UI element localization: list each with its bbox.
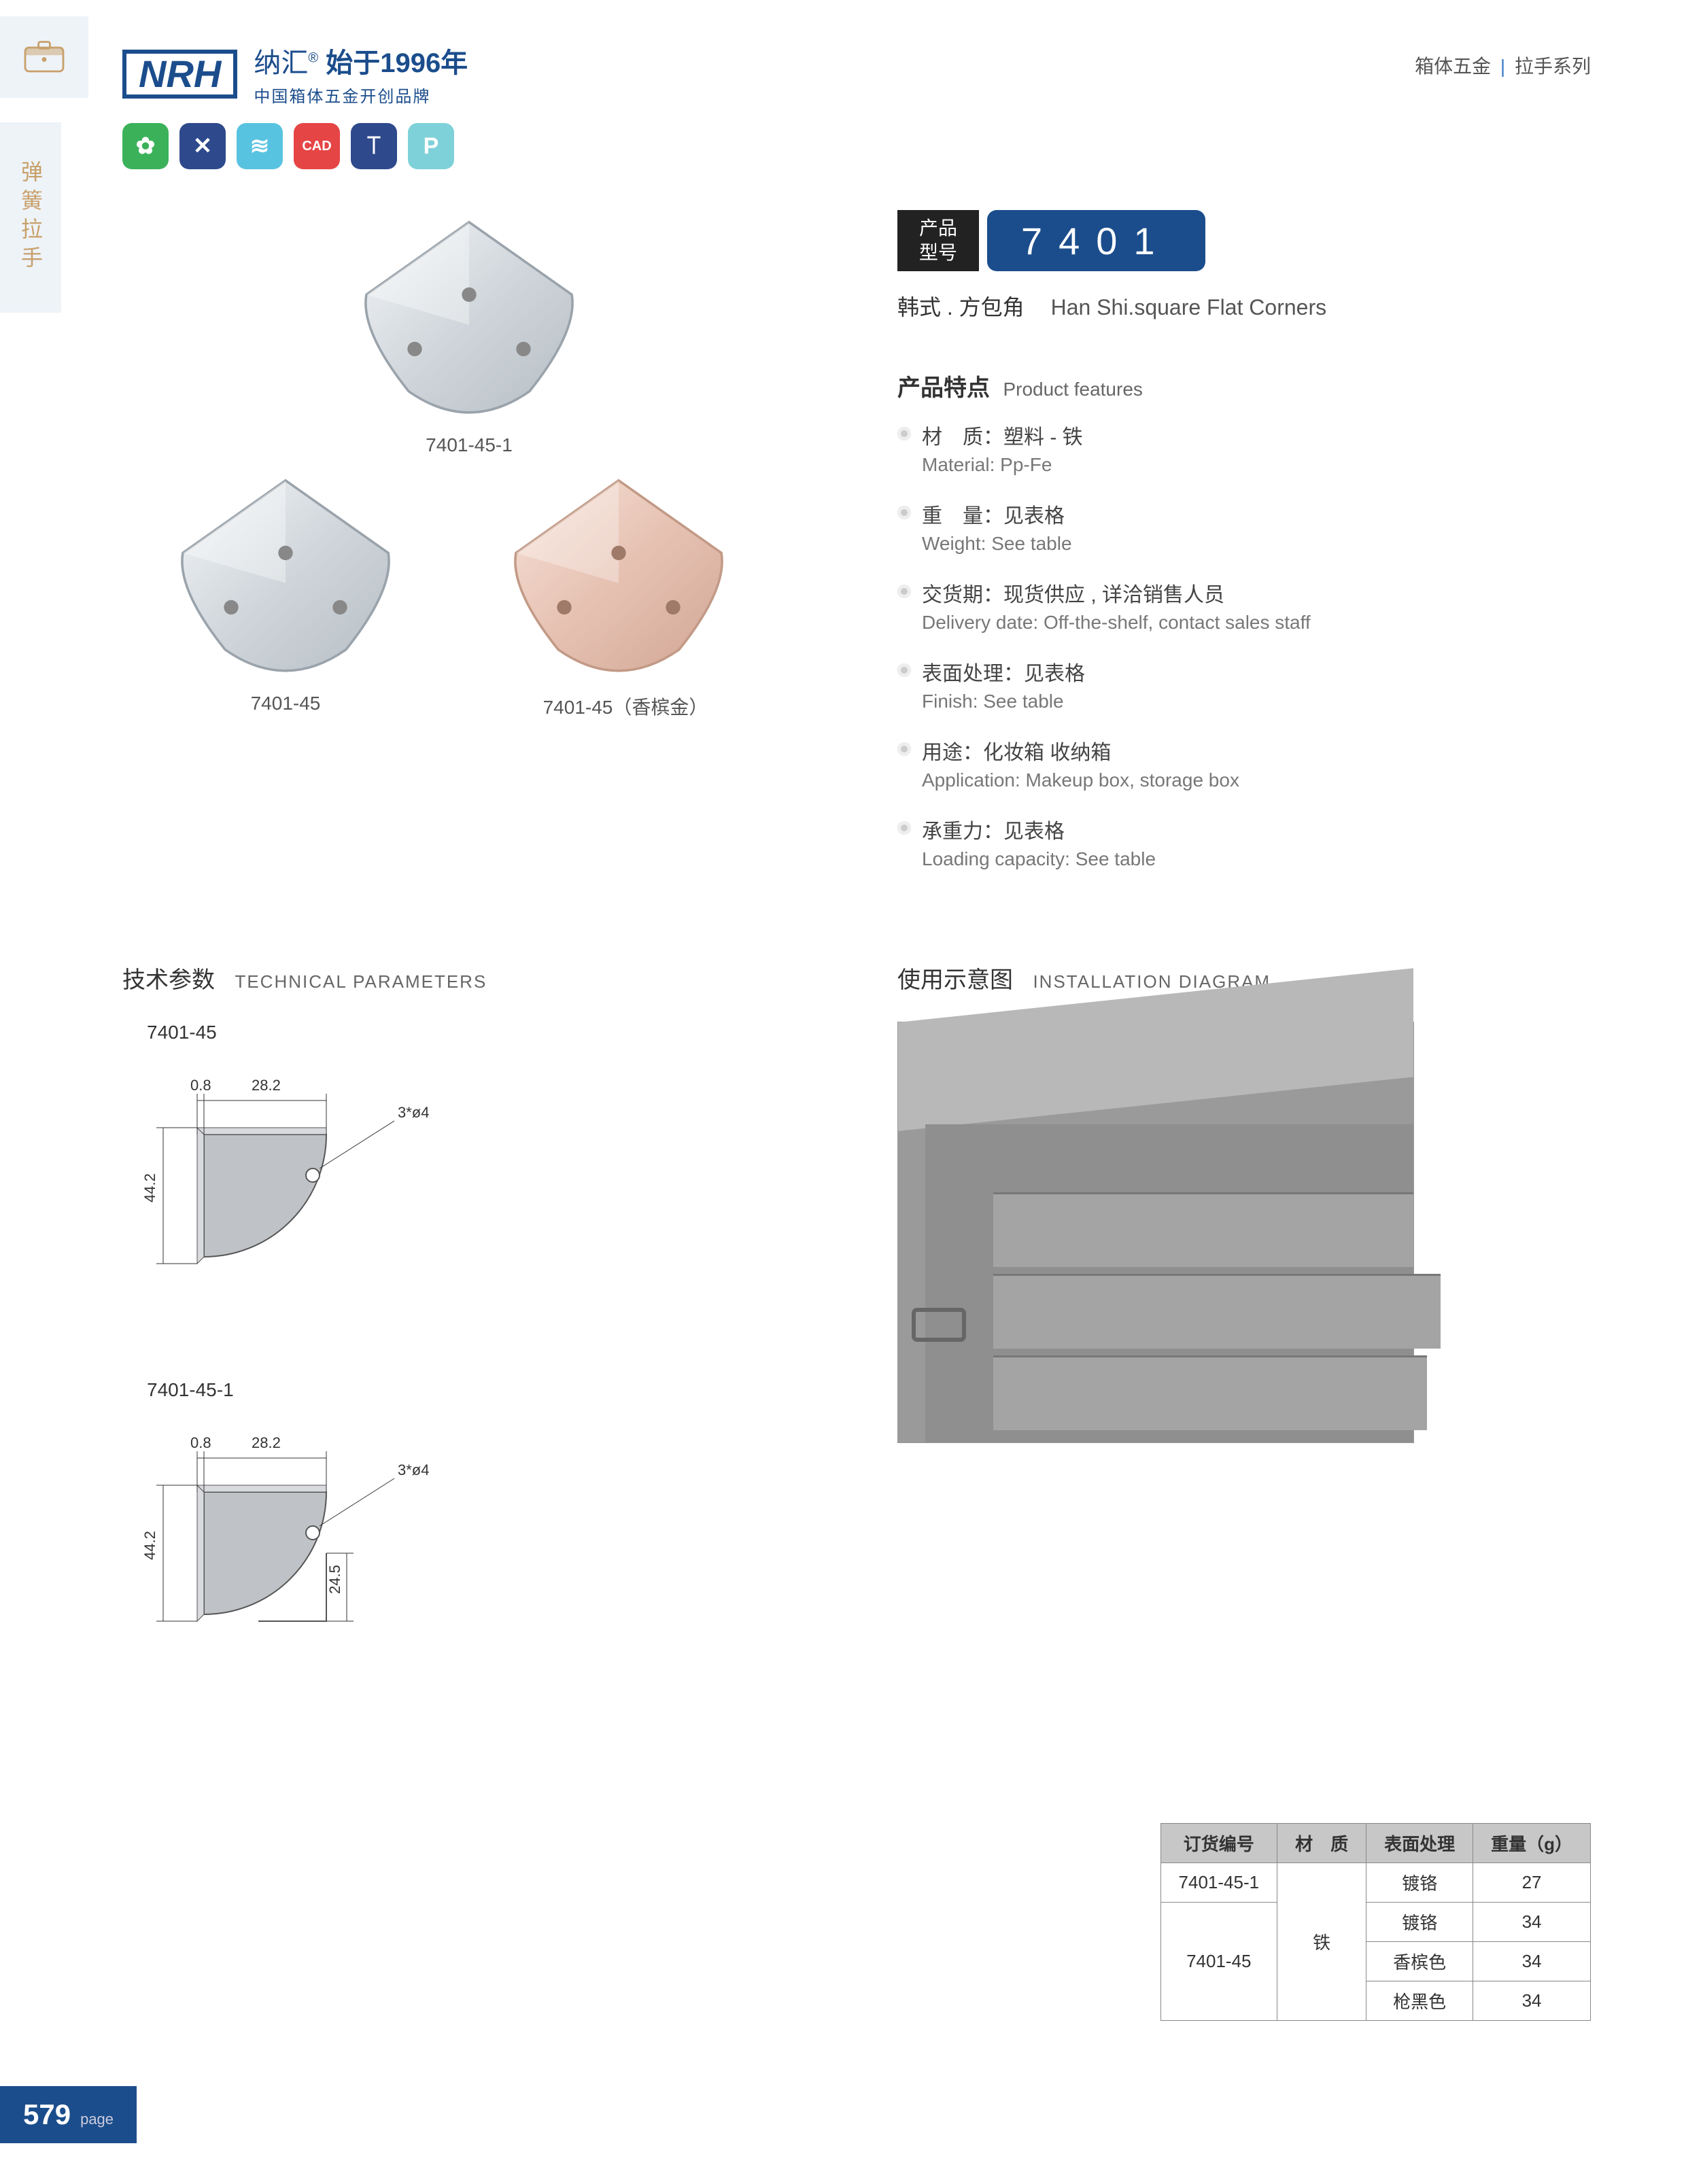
spec-header-cell: 订货编号 [1160,1824,1277,1863]
feature-cn: 交货期：现货供应 , 详洽销售人员 [922,578,1311,608]
model-subtitle: 韩式 . 方包角 Han Shi.square Flat Corners [897,290,1591,322]
svg-text:3*ø4: 3*ø4 [398,1104,429,1121]
feature-item: 表面处理：见表格 Finish: See table [897,657,1591,712]
page-number: 579page [0,2086,137,2143]
bullet-icon [897,585,911,598]
product-label-top: 7401-45-1 [347,434,591,456]
product-label-left: 7401-45 [163,693,408,714]
feature-cn: 重 量：见表格 [922,499,1072,529]
diagram-2-label: 7401-45-1 [147,1379,816,1401]
features-list: 材 质：塑料 - 铁 Material: Pp-Fe 重 量：见表格 Weigh… [897,420,1591,870]
tech-heading: 技术参数 TECHNICAL PARAMETERS [122,961,816,994]
spec-header-cell: 材 质 [1277,1824,1366,1863]
product-label-right: 7401-45（香槟金） [483,693,768,720]
feature-en: Finish: See table [922,691,1085,712]
svg-text:0.8: 0.8 [190,1077,211,1094]
feature-en: Material: Pp-Fe [922,454,1083,476]
logo: NRH [122,50,237,99]
feature-cn: 材 质：塑料 - 铁 [922,420,1083,450]
feature-icon-row: ✿✕≋CAD⟙P [122,123,1591,169]
feature-en: Loading capacity: See table [922,848,1156,870]
feature-mini-icon-4: ⟙ [351,123,397,169]
svg-text:28.2: 28.2 [252,1434,281,1451]
features-heading: 产品特点 Product features [897,369,1591,402]
bullet-icon [897,427,911,440]
svg-text:3*ø4: 3*ø4 [398,1461,429,1478]
diagram-1: 0.8 28.2 44.2 3*ø4 [122,1053,503,1352]
model-number: 7401 [987,210,1205,271]
feature-item: 重 量：见表格 Weight: See table [897,499,1591,555]
svg-text:28.2: 28.2 [252,1077,281,1094]
side-tab-text: 弹簧拉手 [15,160,46,275]
spec-body: 7401-45-1铁镀铬277401-45镀铬34香槟色34枪黑色34 [1160,1863,1590,2021]
bullet-icon [897,663,911,677]
page-header: NRH 纳汇® 始于1996年 中国箱体五金开创品牌 箱体五金 | 拉手系列 [122,41,1591,107]
feature-cn: 承重力：见表格 [922,814,1156,844]
feature-mini-icon-1: ✕ [179,123,226,169]
bullet-icon [897,506,911,519]
feature-mini-icon-0: ✿ [122,123,169,169]
model-row: 产品 型号 7401 [897,210,1591,271]
installation-image [897,1022,1414,1443]
feature-mini-icon-3: CAD [294,123,340,169]
feature-mini-icon-2: ≋ [237,123,283,169]
diagram-2: 0.8 28.2 44.2 24.5 3*ø4 [122,1410,503,1737]
feature-mini-icon-5: P [408,123,454,169]
spec-header-row: 订货编号材 质表面处理重量（g） [1160,1824,1590,1863]
side-category-tab: 弹簧拉手 [0,122,61,313]
feature-item: 交货期：现货供应 , 详洽销售人员 Delivery date: Off-the… [897,578,1591,634]
brand-block: NRH 纳汇® 始于1996年 中国箱体五金开创品牌 [122,41,468,107]
product-renders: 7401-45-1 7401-45 [122,210,816,767]
feature-en: Weight: See table [922,533,1072,555]
table-row: 7401-45-1铁镀铬27 [1160,1863,1590,1903]
svg-text:0.8: 0.8 [190,1434,211,1451]
corner-case-icon [0,16,88,98]
breadcrumb: 箱体五金 | 拉手系列 [1415,41,1591,79]
svg-text:44.2: 44.2 [141,1531,158,1560]
svg-text:24.5: 24.5 [326,1565,343,1594]
spec-table: 订货编号材 质表面处理重量（g） 7401-45-1铁镀铬277401-45镀铬… [1160,1823,1591,2021]
brand-line-1: 纳汇® 始于1996年 [254,41,468,80]
table-row: 7401-45镀铬34 [1160,1903,1590,1942]
svg-text:44.2: 44.2 [141,1173,158,1202]
diagram-1-label: 7401-45 [147,1022,816,1043]
model-label: 产品 型号 [897,210,979,271]
brand-line-2: 中国箱体五金开创品牌 [254,83,468,107]
feature-cn: 用途：化妆箱 收纳箱 [922,735,1239,765]
bullet-icon [897,742,911,756]
feature-cn: 表面处理：见表格 [922,657,1085,687]
feature-en: Application: Makeup box, storage box [922,769,1239,791]
spec-header-cell: 重量（g） [1473,1824,1591,1863]
feature-item: 用途：化妆箱 收纳箱 Application: Makeup box, stor… [897,735,1591,791]
spec-header-cell: 表面处理 [1366,1824,1473,1863]
feature-item: 材 质：塑料 - 铁 Material: Pp-Fe [897,420,1591,476]
feature-item: 承重力：见表格 Loading capacity: See table [897,814,1591,870]
bullet-icon [897,821,911,835]
feature-en: Delivery date: Off-the-shelf, contact sa… [922,612,1311,634]
